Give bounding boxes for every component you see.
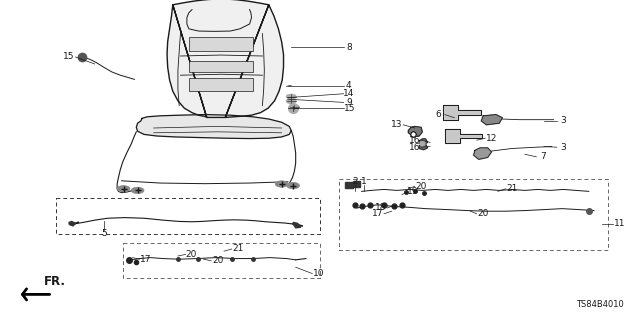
- Bar: [189, 78, 253, 91]
- Text: 2: 2: [353, 177, 358, 186]
- Polygon shape: [481, 115, 502, 125]
- Text: 10: 10: [313, 269, 324, 278]
- Text: 4: 4: [346, 81, 351, 90]
- Polygon shape: [353, 181, 360, 187]
- Text: 15: 15: [63, 52, 75, 61]
- Circle shape: [289, 105, 300, 110]
- Text: 12: 12: [486, 134, 497, 143]
- Text: 6: 6: [436, 110, 441, 119]
- Polygon shape: [474, 148, 492, 159]
- Text: 3: 3: [561, 116, 566, 125]
- Text: 20: 20: [415, 182, 427, 191]
- Text: 9: 9: [346, 98, 351, 107]
- Text: 21: 21: [232, 244, 244, 253]
- Circle shape: [286, 94, 296, 99]
- Polygon shape: [443, 105, 481, 120]
- Text: 20: 20: [477, 209, 489, 218]
- Circle shape: [287, 182, 300, 189]
- Circle shape: [275, 181, 288, 187]
- Text: 11: 11: [614, 220, 625, 228]
- Text: FR.: FR.: [44, 275, 65, 288]
- Bar: [189, 61, 253, 72]
- Text: 15: 15: [344, 104, 356, 113]
- Bar: [189, 37, 253, 51]
- Text: 3: 3: [561, 143, 566, 152]
- Text: 19: 19: [407, 188, 419, 196]
- Text: 16: 16: [409, 143, 420, 152]
- Polygon shape: [345, 182, 353, 188]
- Text: 20: 20: [212, 256, 223, 265]
- Polygon shape: [445, 129, 482, 143]
- Polygon shape: [408, 126, 422, 136]
- Text: 17: 17: [372, 209, 383, 218]
- Polygon shape: [69, 221, 76, 226]
- Text: 1: 1: [361, 177, 366, 186]
- Text: 17: 17: [140, 255, 152, 264]
- Text: 18: 18: [375, 204, 387, 212]
- Text: 8: 8: [346, 43, 351, 52]
- Circle shape: [131, 187, 144, 194]
- Circle shape: [286, 99, 296, 104]
- Polygon shape: [293, 222, 301, 228]
- Text: 20: 20: [185, 250, 196, 259]
- Text: 7: 7: [540, 152, 545, 161]
- Text: TS84B4010: TS84B4010: [576, 300, 624, 309]
- Polygon shape: [167, 0, 284, 117]
- Polygon shape: [419, 139, 428, 145]
- Circle shape: [117, 186, 130, 192]
- Text: 5: 5: [102, 229, 107, 238]
- Text: 16: 16: [409, 136, 420, 145]
- Text: 21: 21: [506, 184, 518, 193]
- Polygon shape: [419, 144, 428, 150]
- Polygon shape: [136, 115, 291, 139]
- Text: 13: 13: [391, 120, 403, 129]
- Text: 14: 14: [343, 89, 355, 98]
